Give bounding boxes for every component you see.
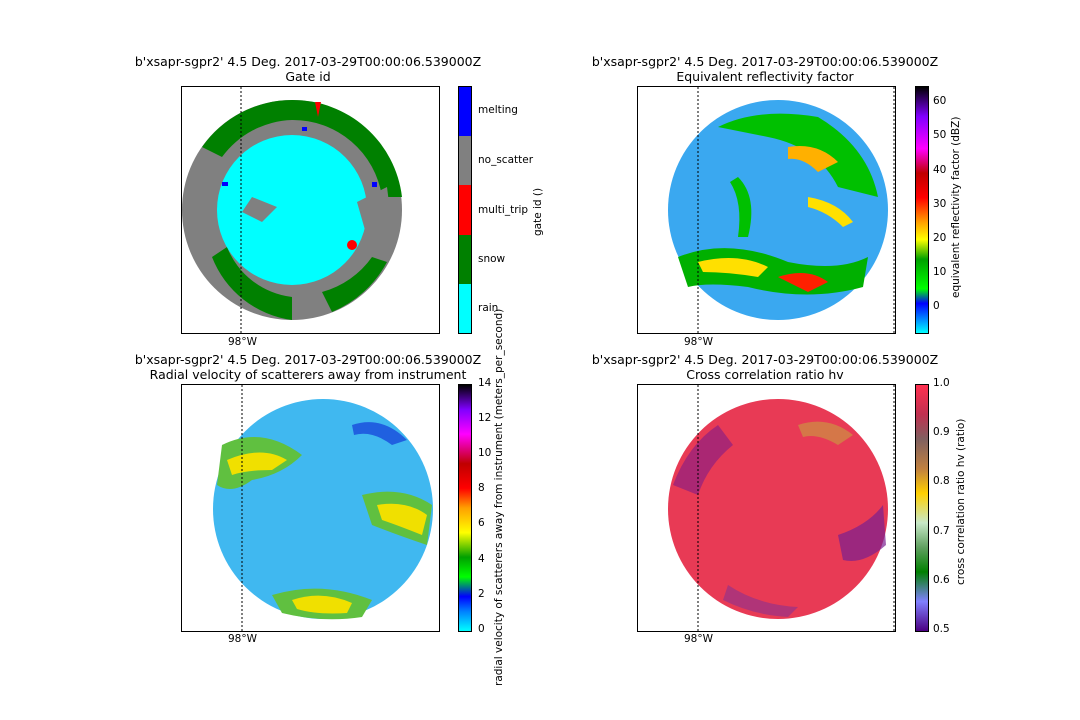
radar-image — [668, 87, 895, 333]
colorbar — [915, 384, 929, 632]
colorbar-tick-label: 30 — [933, 198, 947, 210]
radar-plot — [637, 86, 896, 334]
lon-label: 98°W — [228, 336, 257, 348]
radar-image — [182, 87, 402, 333]
colorbar-tick-label: 0.5 — [933, 623, 950, 635]
colorbar-tick-label: 0.7 — [933, 525, 950, 537]
chart-title: b'xsapr-sgpr2' 4.5 Deg. 2017-03-29T00:00… — [591, 54, 939, 84]
colorbar-tick-label: melting — [478, 104, 518, 116]
colorbar — [458, 86, 472, 334]
lon-label: 98°W — [228, 633, 257, 645]
colorbar-tick-label: 8 — [478, 482, 485, 494]
colorbar-label: cross correlation ratio hv (ratio) — [955, 418, 967, 585]
colorbar-tick-label: 10 — [933, 266, 947, 278]
colorbar-tick-label: rain — [478, 302, 499, 314]
colorbar — [915, 86, 929, 334]
chart-title: b'xsapr-sgpr2' 4.5 Deg. 2017-03-29T00:00… — [134, 352, 482, 382]
colorbar-tick-label: 4 — [478, 553, 485, 565]
colorbar-tick-label: 60 — [933, 95, 947, 107]
chart-title: b'xsapr-sgpr2' 4.5 Deg. 2017-03-29T00:00… — [134, 54, 482, 84]
colorbar-label: equivalent reflectivity factor (dBZ) — [950, 116, 962, 298]
colorbar-tick-label: snow — [478, 253, 506, 265]
lon-label: 98°W — [684, 633, 713, 645]
colorbar-tick-label: 0 — [933, 300, 940, 312]
colorbar-tick-label: 0 — [478, 623, 485, 635]
colorbar-tick-label: 0.6 — [933, 574, 950, 586]
colorbar-tick-label: 6 — [478, 517, 485, 529]
radar-image — [213, 385, 433, 631]
colorbar-tick-label: 50 — [933, 129, 947, 141]
radar-plot — [181, 86, 440, 334]
radar-image — [668, 385, 895, 631]
colorbar-tick-label: 0.9 — [933, 426, 950, 438]
colorbar-tick-label: 40 — [933, 164, 947, 176]
lon-label: 98°W — [684, 336, 713, 348]
colorbar-tick-label: 1.0 — [933, 377, 950, 389]
colorbar-tick-label: no_scatter — [478, 154, 534, 166]
colorbar-tick-label: multi_trip — [478, 204, 529, 216]
colorbar-tick-label: 14 — [478, 377, 492, 389]
colorbar — [458, 384, 472, 632]
colorbar-label: gate id () — [532, 187, 544, 236]
colorbar-tick-label: 0.8 — [933, 475, 950, 487]
chart-title: b'xsapr-sgpr2' 4.5 Deg. 2017-03-29T00:00… — [591, 352, 939, 382]
colorbar-tick-label: 20 — [933, 232, 947, 244]
radar-plot — [637, 384, 896, 632]
colorbar-tick-label: 10 — [478, 447, 492, 459]
colorbar-label: radial velocity of scatterers away from … — [493, 308, 505, 686]
colorbar-tick-label: 12 — [478, 412, 492, 424]
radar-plot — [181, 384, 440, 632]
colorbar-tick-label: 2 — [478, 588, 485, 600]
